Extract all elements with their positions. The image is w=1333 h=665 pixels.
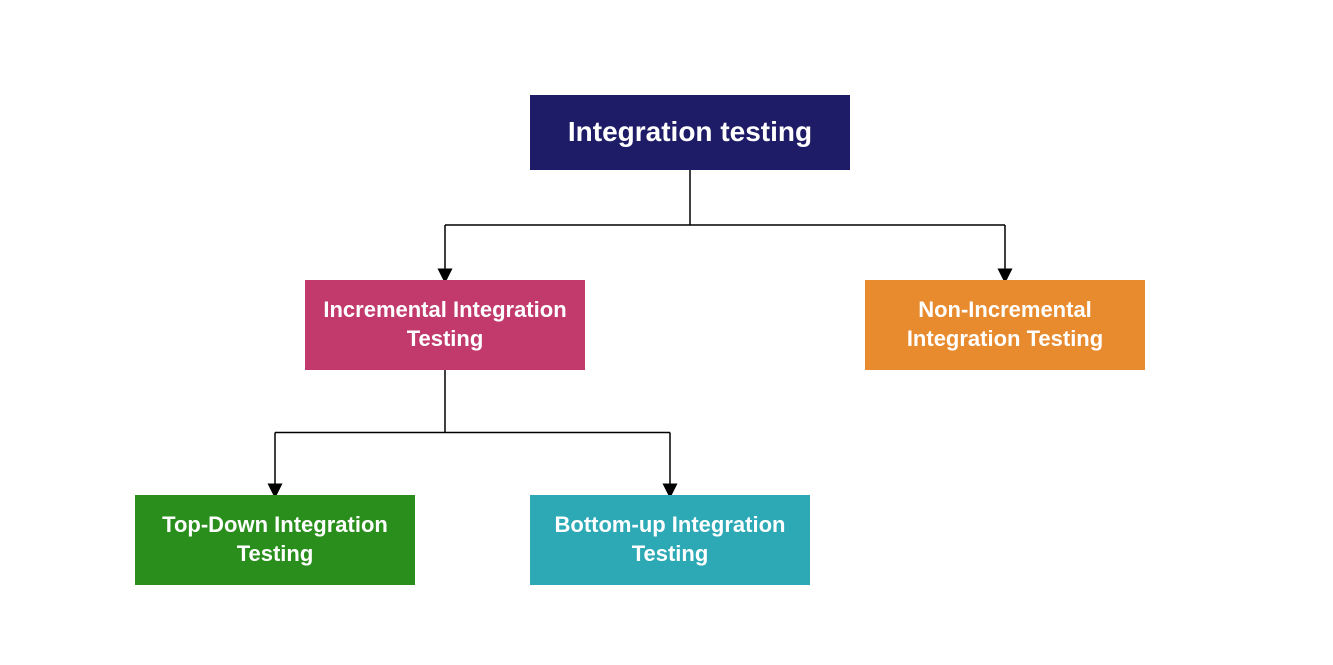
node-incremental: Incremental Integration Testing: [305, 280, 585, 370]
node-non-incremental: Non-Incremental Integration Testing: [865, 280, 1145, 370]
node-top-down: Top-Down Integration Testing: [135, 495, 415, 585]
node-bottom-up: Bottom-up Integration Testing: [530, 495, 810, 585]
node-root: Integration testing: [530, 95, 850, 170]
